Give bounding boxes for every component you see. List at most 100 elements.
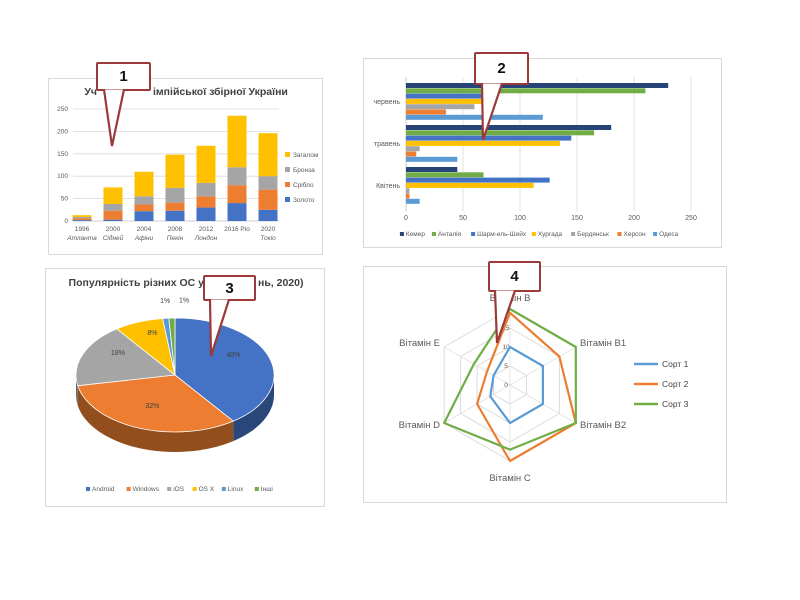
y-axis-label: травень: [374, 141, 400, 148]
bar: [406, 146, 420, 152]
x-axis-label: 2008: [168, 226, 183, 233]
pie-data-label: 1%: [160, 298, 170, 305]
bar-segment: [258, 189, 278, 210]
bar: [406, 104, 475, 110]
bar-segment: [258, 176, 278, 190]
legend-label: Windows: [133, 486, 160, 493]
radar-axis-label: Вітамін E: [399, 338, 440, 349]
x-axis-label: 2016 Ріо: [224, 225, 250, 233]
legend-marker: [471, 232, 476, 236]
legend-label: Сорт 2: [662, 379, 689, 389]
legend-marker: [285, 152, 290, 157]
radar-axis-label: Вітамін C: [489, 473, 531, 484]
bar-segment: [196, 207, 216, 221]
chart1-title-left: Уч: [84, 86, 97, 98]
bar-segment: [196, 182, 216, 197]
pie-data-label: 1%: [179, 298, 189, 305]
x-axis-label: 2012: [199, 226, 214, 233]
chart3-title-right: нь, 2020): [258, 277, 304, 289]
pie-slice-side: [233, 375, 274, 442]
bar-segment: [258, 209, 278, 221]
callout-3-label: 3: [225, 279, 234, 297]
pie-chart-canvas: 40% 32% 18% 8% 1% 1% Android Windows iOS OS X Linu…: [75, 298, 275, 493]
pie-slice: [174, 317, 275, 422]
x-axis-sublabel: Лондон: [194, 234, 218, 242]
bar: [406, 114, 543, 120]
legend-marker: [254, 487, 259, 491]
callout-4-label: 4: [510, 268, 519, 285]
callout-1-box: 1: [96, 62, 151, 91]
legend-label: Шарм-ель-Шейх: [477, 230, 527, 238]
x-axis-tick: 250: [685, 215, 697, 222]
bar-segment: [72, 218, 92, 221]
clustered-bar-chart-canvas: 0 50 100 150 200 250 червень травень Квітень Кеме…: [374, 77, 697, 238]
y-axis-label: червень: [374, 99, 401, 106]
bar: [406, 130, 595, 136]
bar-segment: [165, 202, 185, 211]
y-axis-tick: 100: [57, 173, 68, 180]
r-axis-tick: 0: [504, 382, 508, 389]
bar-segment: [227, 167, 247, 186]
legend-label: iOS: [173, 486, 185, 493]
callout-2-box: 2: [474, 52, 529, 85]
callout-2-label: 2: [497, 60, 506, 77]
bar-segment: [134, 196, 154, 205]
pie-slice-side: [76, 375, 78, 406]
legend-marker: [126, 487, 131, 491]
x-axis-tick: 0: [404, 215, 408, 222]
bar-segment: [134, 211, 154, 221]
bar-segment: [227, 185, 247, 204]
bar: [406, 182, 534, 188]
pie-slice-side: [77, 385, 234, 452]
x-axis-sublabel: Сідней: [103, 234, 124, 242]
bar-segment: [258, 133, 278, 177]
legend-label: Одеса: [659, 231, 679, 238]
x-axis-label: 2020: [261, 226, 276, 233]
bar: [406, 167, 458, 172]
bar: [406, 198, 420, 204]
bar-segment: [196, 145, 216, 183]
pie-data-label: 18%: [111, 350, 125, 357]
bar-segment: [134, 171, 154, 197]
bar-segment: [72, 216, 92, 219]
legend-marker: [167, 487, 172, 491]
bar: [406, 172, 484, 178]
x-axis-sublabel: Токіо: [260, 234, 276, 242]
legend-label: Бронза: [293, 167, 315, 174]
x-axis-tick: 100: [514, 215, 526, 222]
bar-segment: [196, 196, 216, 208]
radar-series: [475, 311, 577, 463]
bar: [406, 125, 612, 130]
bar: [406, 156, 458, 162]
legend-marker: [285, 167, 290, 172]
bar: [406, 177, 550, 183]
legend-marker: [285, 197, 290, 202]
legend-label: Сорт 3: [662, 399, 689, 409]
x-axis-label: 2000: [106, 226, 121, 233]
r-axis-tick: 10: [502, 344, 510, 351]
pie-data-label: 32%: [145, 403, 159, 410]
pie-slice: [168, 317, 176, 376]
pie-data-label: 8%: [147, 330, 157, 337]
bar: [406, 83, 669, 88]
r-axis-tick: 5: [504, 363, 508, 370]
pie-chart-panel: Популярність різних ОС у нь, 2020) 40% 32…: [45, 268, 325, 507]
legend-label: Linux: [228, 486, 244, 493]
x-axis-sublabel: Афіни: [134, 234, 154, 242]
legend-label: Золото: [293, 197, 315, 204]
radar-axis-label: Вітамін B1: [580, 338, 626, 349]
legend-label: Бердянськ: [577, 231, 609, 238]
x-axis-label: 1996: [75, 226, 90, 233]
legend-marker: [192, 487, 197, 491]
bar: [406, 98, 484, 104]
legend-label: Хургада: [538, 231, 563, 238]
chart1-title-right: імпійської збірної України: [153, 86, 288, 98]
bar-segment: [134, 204, 154, 212]
y-axis-tick: 50: [61, 196, 69, 203]
legend-marker: [571, 232, 576, 236]
legend-label: Срібло: [293, 181, 314, 189]
x-axis-sublabel: Пекін: [167, 234, 184, 242]
legend-marker: [221, 487, 226, 491]
y-axis-tick: 250: [57, 106, 68, 113]
